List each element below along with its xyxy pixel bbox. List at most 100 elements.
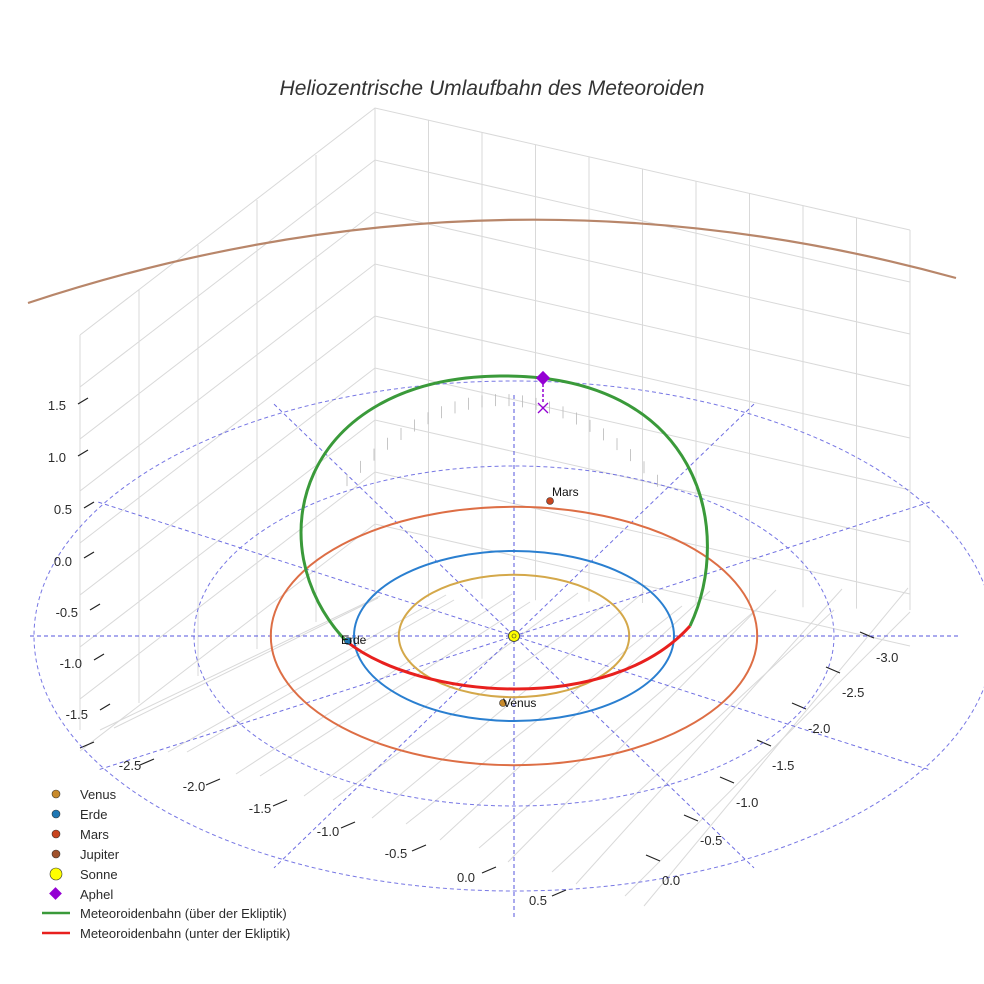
legend-label-orbit-below: Meteoroidenbahn (unter der Ekliptik) xyxy=(80,926,290,941)
legend-label-jupiter: Jupiter xyxy=(80,847,120,862)
venus-orbit xyxy=(397,573,631,699)
z-axis-ticks: 1.5 1.0 0.5 0.0 -0.5 -1.0 -1.5 xyxy=(48,398,88,722)
venus-label: Venus xyxy=(503,696,536,710)
grid-line xyxy=(79,367,911,596)
grid-line xyxy=(167,594,447,753)
y-tick-label: -1.0 xyxy=(736,795,758,810)
grid-line xyxy=(575,588,843,885)
meteoroid-orbit-above xyxy=(299,374,709,643)
axis-tick xyxy=(77,397,89,405)
erde-label: Erde xyxy=(341,633,367,647)
grid-line xyxy=(186,599,455,753)
grid-line xyxy=(643,587,909,907)
legend-label-sonne: Sonne xyxy=(80,867,118,882)
grid-line xyxy=(79,315,911,544)
axis-tick xyxy=(645,854,661,862)
legend-marker-sonne xyxy=(49,867,63,881)
ecliptic-reference-grid xyxy=(30,380,984,920)
grid-line xyxy=(79,523,911,752)
y-tick-label: -2.5 xyxy=(842,685,864,700)
grid-line xyxy=(259,601,531,777)
axis-tick xyxy=(139,758,155,766)
legend-marker-erde xyxy=(51,809,61,819)
y-tick-label: -2.0 xyxy=(808,721,830,736)
legend-marker-mars xyxy=(51,829,61,839)
axis-grid xyxy=(77,107,911,907)
axis-tick xyxy=(83,501,95,509)
z-tick-label: 1.0 xyxy=(48,450,66,465)
x-tick-label: 0.0 xyxy=(457,870,475,885)
grid-line xyxy=(79,419,911,648)
grid-line xyxy=(235,593,513,775)
meteoroid-orbit xyxy=(299,374,709,691)
sonne-point xyxy=(508,630,520,642)
y-tick-label: -1.5 xyxy=(772,758,794,773)
axis-tick xyxy=(411,844,427,852)
y-tick-label: 0.0 xyxy=(662,873,680,888)
axis-tick xyxy=(756,739,772,747)
legend-marker-aphel xyxy=(49,887,62,900)
erde-point xyxy=(344,637,352,645)
grid-helper xyxy=(174,612,910,753)
planet-orbits xyxy=(27,218,957,767)
mars-label: Mars xyxy=(552,485,579,499)
grid-line xyxy=(405,605,683,825)
grid-line xyxy=(624,611,911,897)
venus-point xyxy=(499,699,507,707)
grid-helper xyxy=(470,612,910,845)
axis-tick xyxy=(272,799,288,807)
x-tick-label: 0.5 xyxy=(529,893,547,908)
grid-line xyxy=(332,603,607,801)
body-markers xyxy=(344,370,554,707)
legend: Venus Erde Mars Jupiter Sonne Aphel Mete… xyxy=(42,787,290,941)
x-tick-label: -1.5 xyxy=(249,801,271,816)
grid-line xyxy=(478,607,759,849)
x-tick-label: -2.5 xyxy=(119,758,141,773)
grid-line xyxy=(79,263,911,492)
grid-line xyxy=(99,595,381,731)
grid-line xyxy=(371,591,645,819)
axis-tick xyxy=(89,603,101,611)
body-labels: Mars Erde Venus xyxy=(341,485,579,710)
reference-axis xyxy=(273,403,755,869)
axis-tick xyxy=(340,821,356,829)
grid-line xyxy=(303,592,579,797)
grid-line xyxy=(507,589,777,863)
chart-title: Heliozentrische Umlaufbahn des Meteoroid… xyxy=(280,77,705,100)
y-tick-label: -0.5 xyxy=(700,833,722,848)
axis-tick xyxy=(99,703,111,711)
axis-tick xyxy=(825,666,841,674)
axis-tick xyxy=(859,631,875,639)
erde-orbit xyxy=(353,550,675,722)
grid-line xyxy=(79,159,911,388)
grid-line xyxy=(79,107,911,336)
axis-tick xyxy=(683,814,699,822)
z-tick-label: 1.5 xyxy=(48,398,66,413)
jupiter-orbit xyxy=(27,218,957,305)
legend-marker-venus xyxy=(51,789,61,799)
reference-axis xyxy=(273,403,755,869)
axis-tick xyxy=(551,889,567,897)
legend-label-aphel: Aphel xyxy=(80,887,113,902)
grid-line xyxy=(79,471,911,700)
z-tick-label: -1.5 xyxy=(66,707,88,722)
z-tick-label: 0.5 xyxy=(54,502,72,517)
grid-helper xyxy=(618,612,910,891)
axis-tick xyxy=(481,866,497,874)
legend-label-venus: Venus xyxy=(80,787,117,802)
x-tick-label: -2.0 xyxy=(183,779,205,794)
grid-helper xyxy=(100,612,910,730)
y-tick-label: -3.0 xyxy=(876,650,898,665)
grid-line xyxy=(551,609,835,873)
x-tick-label: -1.0 xyxy=(317,824,339,839)
z-tick-label: -1.0 xyxy=(60,656,82,671)
legend-label-mars: Mars xyxy=(80,827,109,842)
y-axis-ticks: -3.0 -2.5 -2.0 -1.5 -1.0 -0.5 0.0 xyxy=(662,650,898,888)
z-tick-label: 0.0 xyxy=(54,554,72,569)
grid-helper xyxy=(544,612,910,868)
axis-tick xyxy=(719,776,735,784)
meteoroid-orbit-below xyxy=(345,624,692,691)
grid-line xyxy=(79,211,911,440)
x-axis-ticks: -2.5 -2.0 -1.5 -1.0 -0.5 0.0 0.5 xyxy=(119,758,547,908)
x-tick-label: -0.5 xyxy=(385,846,407,861)
